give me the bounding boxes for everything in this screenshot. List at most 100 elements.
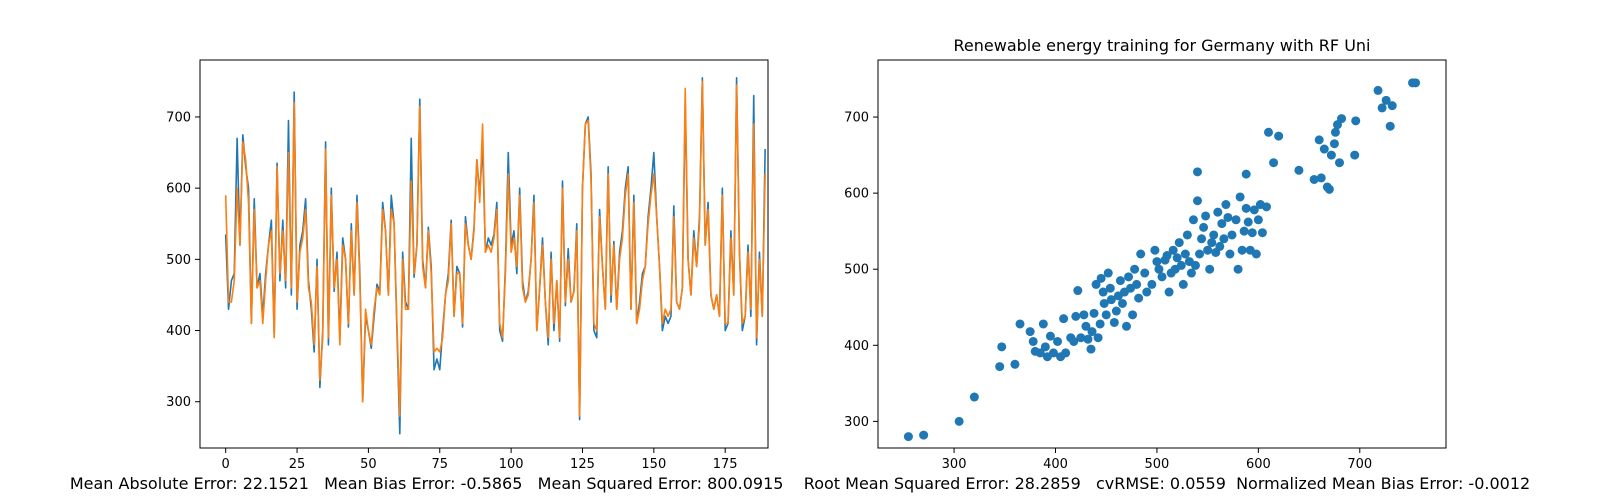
scatter-point [1309,174,1319,184]
scatter-point [1203,245,1213,255]
scatter-point [1142,287,1152,297]
line-chart-y-tick-label: 500 [166,253,191,268]
scatter-chart-frame [877,59,1447,449]
scatter-point [1136,249,1146,259]
scatter-chart-y-tick-label: 300 [844,415,869,430]
scatter-point [1188,215,1198,225]
scatter-point [1326,150,1336,160]
scatter-point [1091,279,1101,289]
scatter-point [1213,207,1223,217]
scatter-point [1038,319,1048,329]
scatter-point [1330,127,1340,137]
scatter-point [1087,327,1097,337]
scatter-chart-x-tick-label: 500 [1145,457,1170,472]
scatter-point [1061,348,1071,358]
scatter-point [1132,279,1142,289]
scatter-chart-y-tick-label: 400 [844,339,869,354]
scatter-point [1193,196,1202,206]
scatter-point [1103,268,1113,278]
scatter-chart-y-axis: 300 400 500 600 700 [844,111,878,430]
scatter-point [1124,272,1134,282]
scatter-point [1205,264,1215,274]
line-chart-x-tick-label: 150 [641,457,666,472]
scatter-point [954,416,964,426]
line-chart-x-tick-label: 100 [499,457,524,472]
scatter-chart-x-axis: 300 400 500 600 700 [942,448,1372,472]
scatter-chart-points-group [903,78,1421,442]
scatter-point [1215,241,1225,251]
scatter-point [1381,95,1391,105]
scatter-point [1130,264,1140,274]
scatter-point [1239,226,1249,236]
scatter-point [1274,131,1284,141]
scatter-point [1235,192,1245,202]
scatter-point [1201,211,1211,221]
scatter-point [1219,234,1229,244]
line-chart-frame [199,59,769,449]
scatter-point [1083,334,1093,344]
scatter-point [903,432,913,442]
scatter-point [1053,336,1063,346]
scatter-point [1319,144,1329,154]
scatter-point [1028,336,1038,346]
scatter-chart-y-tick-label: 600 [844,187,869,202]
scatter-chart-y-tick-label: 500 [844,263,869,278]
scatter-point [1048,348,1058,358]
line-chart-series-group [224,77,766,435]
scatter-chart-x-tick-label: 600 [1246,457,1271,472]
scatter-point [1073,286,1083,296]
scatter-point [1324,184,1334,194]
scatter-point [1264,127,1273,137]
scatter-point [1253,215,1263,225]
scatter-point [1207,238,1217,248]
scatter-point [1237,245,1247,255]
scatter-point [1241,169,1251,179]
scatter-point [1134,293,1144,303]
scatter-point [1195,249,1205,259]
line-chart-y-tick-label: 700 [166,110,191,125]
scatter-point [1178,279,1188,289]
scatter-chart-title: Renewable energy training for Germany wi… [954,36,1371,55]
scatter-point [1221,200,1231,210]
scatter-point [1231,215,1241,225]
scatter-point [1096,273,1106,283]
scatter-chart: Renewable energy training for Germany wi… [844,36,1447,472]
scatter-point [1261,202,1271,212]
scatter-point [1350,150,1360,160]
scatter-point [1251,249,1261,259]
scatter-point [1182,230,1192,240]
scatter-chart-y-tick-label: 700 [844,111,869,126]
scatter-point [1040,342,1050,352]
scatter-point [969,392,979,402]
scatter-point [1257,228,1267,238]
scatter-point [1101,310,1111,320]
scatter-point [1162,251,1172,261]
line-chart-x-tick-label: 75 [431,457,448,472]
scatter-point [1089,308,1099,318]
scatter-point [1411,78,1421,88]
scatter-point [1079,310,1089,320]
metrics-summary: Mean Absolute Error: 22.1521 Mean Bias E… [70,474,1530,493]
scatter-point [1243,217,1253,227]
scatter-point [1015,319,1025,329]
line-chart-x-tick-label: 175 [713,457,738,472]
scatter-point [1227,230,1237,240]
scatter-point [919,430,929,440]
scatter-point [1225,249,1235,259]
scatter-point [1217,219,1227,229]
scatter-point [1223,212,1233,222]
scatter-point [1035,348,1045,358]
scatter-point [1106,295,1116,305]
scatter-point [1010,359,1020,369]
scatter-point [1154,264,1164,274]
line-chart-x-tick-label: 125 [570,457,595,472]
line-chart-x-tick-label: 50 [360,457,377,472]
scatter-chart-x-tick-label: 700 [1347,457,1372,472]
scatter-point [1373,85,1383,95]
scatter-point [1045,331,1055,341]
line-chart-x-tick-label: 25 [289,457,306,472]
line-chart-y-tick-label: 300 [166,395,191,410]
scatter-point [1059,314,1069,324]
scatter-point [1176,260,1186,270]
